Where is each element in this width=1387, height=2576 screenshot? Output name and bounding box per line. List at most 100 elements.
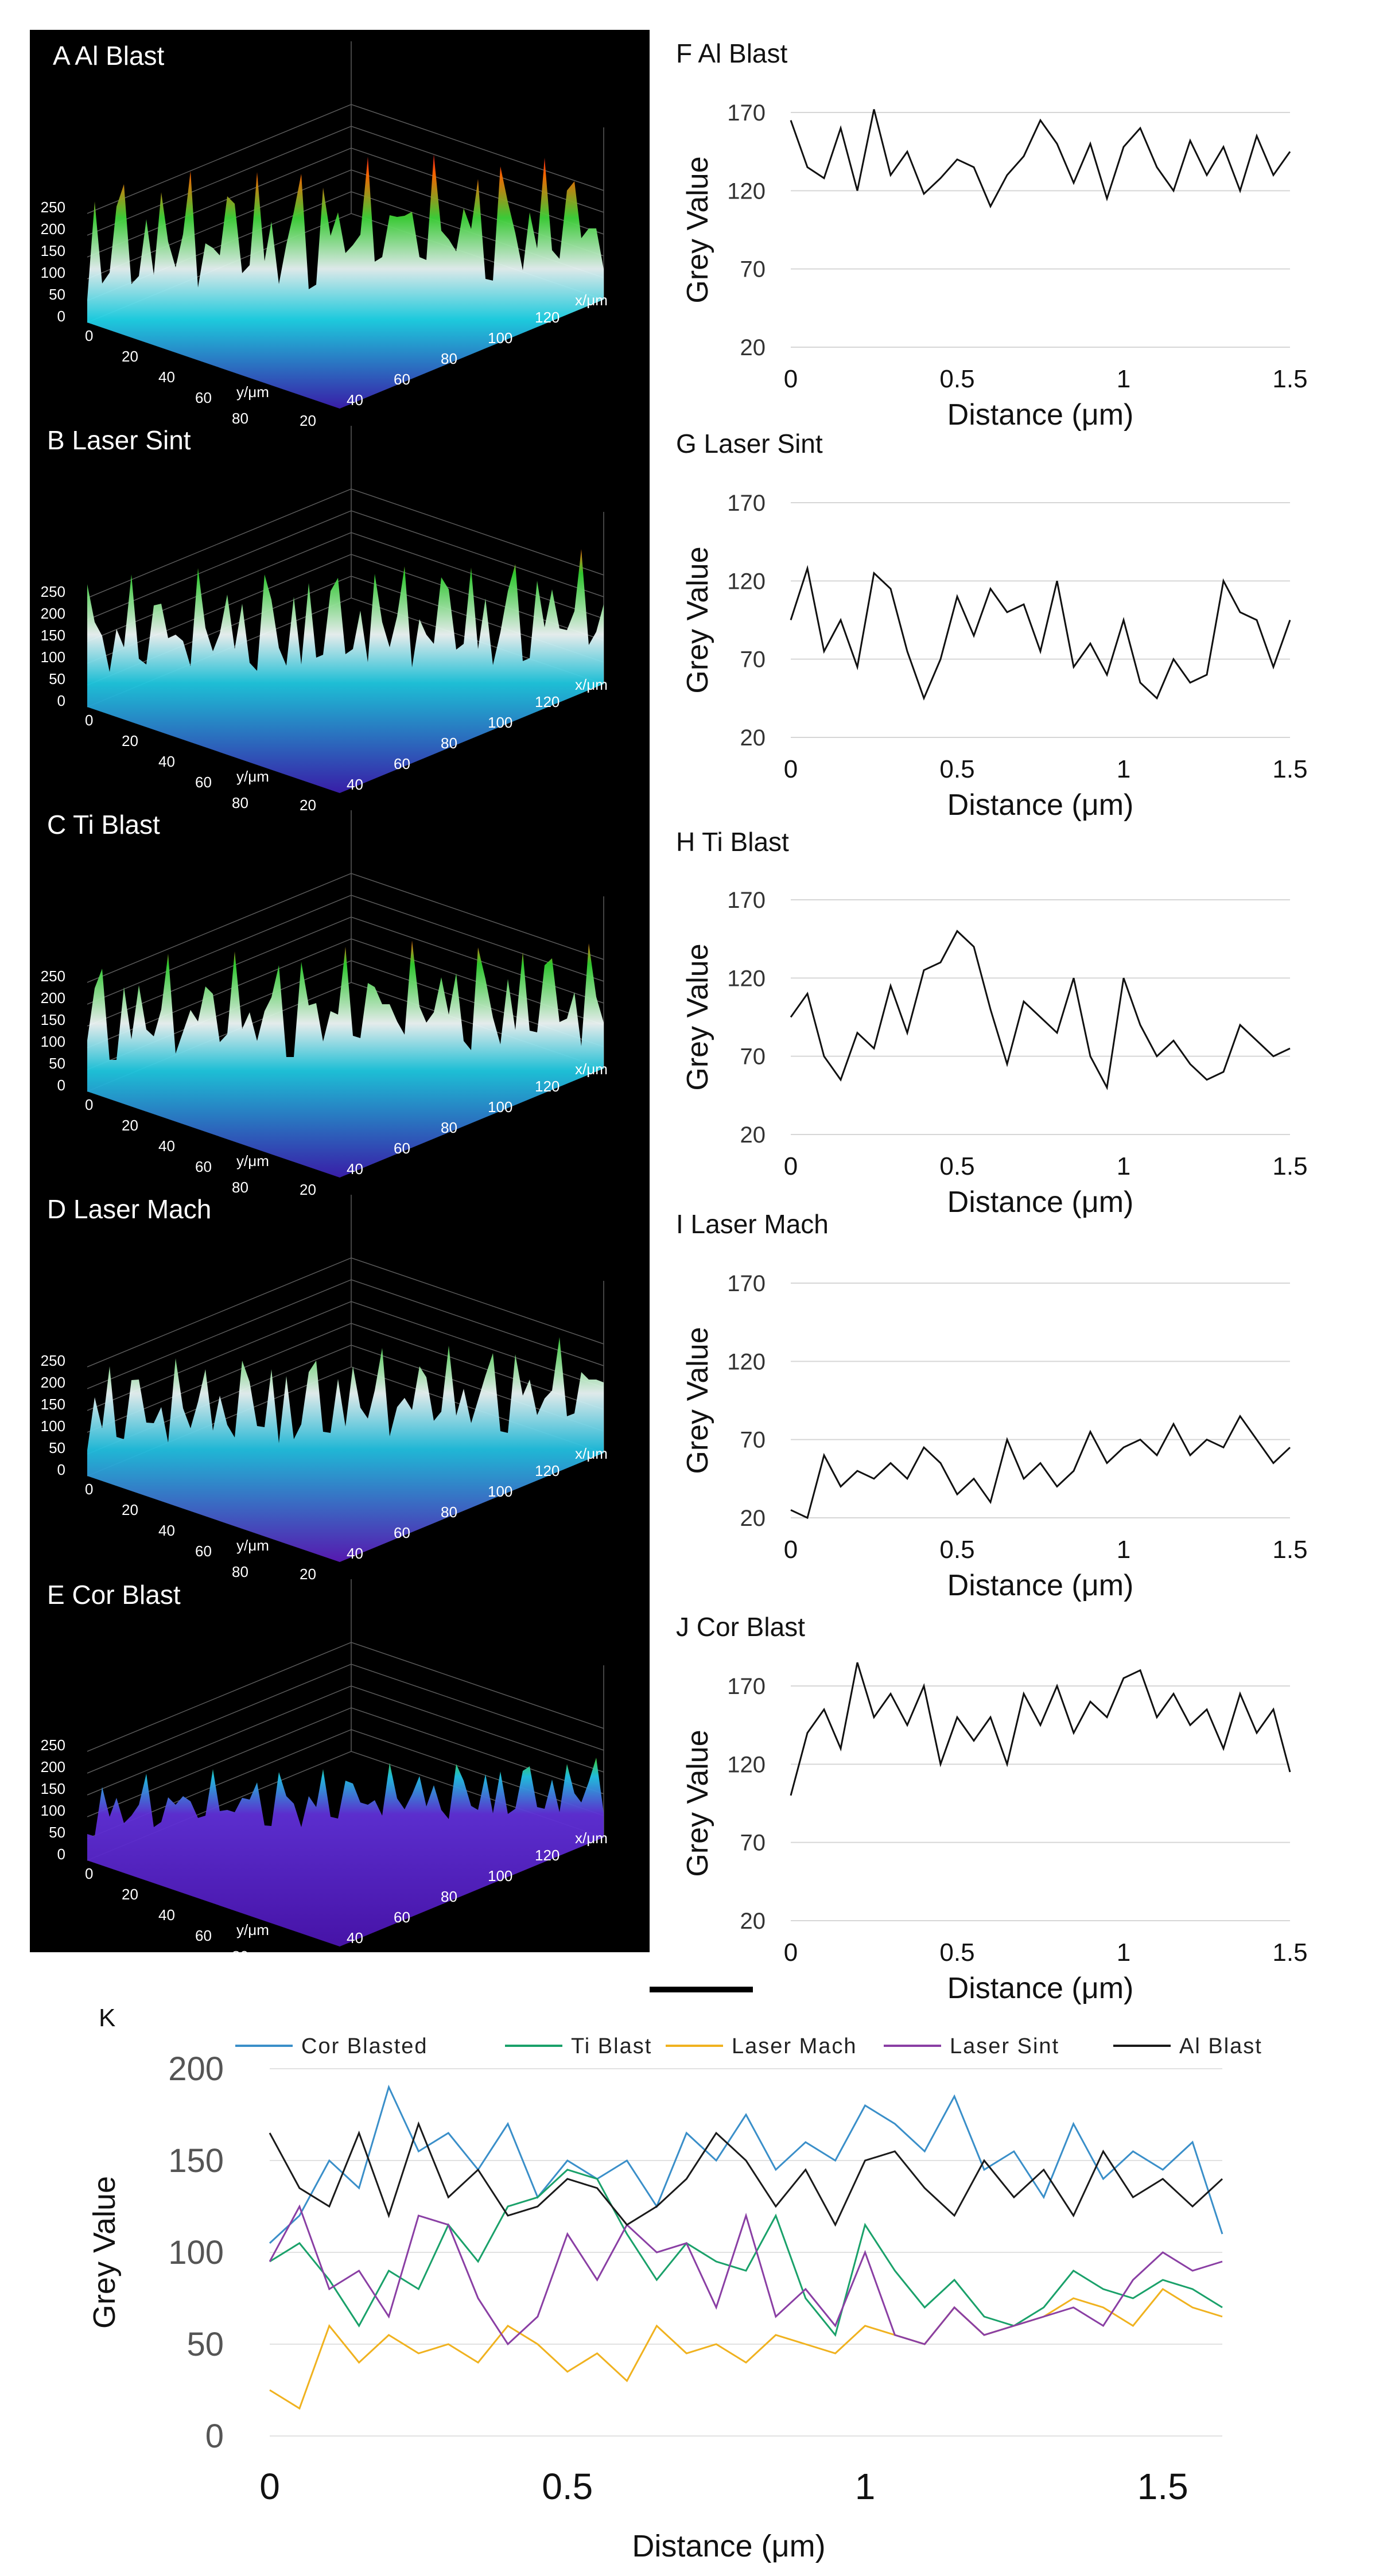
y-tick-label: 0: [85, 1096, 93, 1113]
surface-plot-title-a: A Al Blast: [53, 41, 165, 71]
y-tick-label: 0: [85, 712, 93, 729]
surface-plots-panel: A Al Blast B Laser Sint C Ti Blast D Las…: [30, 30, 650, 1967]
x-tick-label: 100: [488, 1867, 512, 1885]
profile-chart-2: 20 70 120 170 0 0.5 1 1.5 Distance (μm) Grey Valu…: [681, 888, 1308, 1219]
x-tick-label: 20: [300, 796, 316, 814]
x-tick-label: 0.5: [939, 755, 974, 783]
y-tick-label: 0: [85, 1481, 93, 1498]
series-line: [269, 2121, 1223, 2227]
y-axis-unit: y/μm: [236, 1537, 269, 1554]
surface-plot-1: 0 50 100 150 200 250 0 20 40 60 80 20 40 60 80 100 120 x/…: [41, 426, 608, 814]
z-tick-label: 250: [41, 1352, 65, 1369]
y-axis-unit: y/μm: [236, 383, 269, 401]
z-tick-label: 50: [49, 670, 65, 687]
z-tick-label: 150: [41, 242, 65, 259]
z-tick-label: 50: [49, 286, 65, 303]
y-tick-label: 170: [727, 100, 766, 126]
y-tick-label: 40: [158, 368, 175, 386]
profile-line: [790, 109, 1291, 209]
z-tick-label: 100: [41, 1802, 65, 1819]
y-tick-label: 80: [232, 1563, 248, 1580]
y-tick-label: 120: [727, 1752, 766, 1777]
x-tick-label: 0: [784, 1536, 798, 1564]
profile-chart-4: 20 70 120 170 0 0.5 1 1.5 Distance (μm) Grey Valu…: [681, 1662, 1308, 2005]
z-tick-label: 200: [41, 1374, 65, 1391]
y-tick-label: 40: [158, 1522, 175, 1539]
z-tick-label: 50: [49, 1055, 65, 1072]
surface-mesh: [87, 154, 604, 409]
x-tick-label: 100: [488, 714, 512, 731]
z-tick-label: 150: [41, 1780, 65, 1797]
x-tick-label: 60: [394, 1524, 410, 1541]
x-tick-label: 120: [535, 309, 560, 326]
profile-line: [790, 565, 1291, 701]
y-tick-label: 60: [195, 1158, 212, 1175]
x-tick-label: 1: [1117, 1938, 1130, 1967]
legend-label: Laser Mach: [732, 2034, 857, 2058]
x-axis-label: Distance (μm): [947, 1186, 1134, 1219]
x-tick-label: 1.5: [1272, 755, 1307, 783]
series-line: [269, 2084, 1223, 2244]
x-tick-label: 20: [300, 1181, 316, 1198]
y-tick-label: 200: [168, 2050, 224, 2088]
profile-title-j: J Cor Blast: [676, 1612, 805, 1642]
x-tick-label: 40: [347, 776, 363, 793]
y-tick-label: 40: [158, 753, 175, 770]
x-tick-label: 0: [784, 1152, 798, 1180]
x-tick-label: 0.5: [939, 1152, 974, 1180]
legend-label: Laser Sint: [950, 2034, 1059, 2058]
z-tick-label: 250: [41, 583, 65, 600]
z-tick-label: 100: [41, 1033, 65, 1050]
y-tick-label: 170: [727, 888, 766, 913]
x-axis-unit: x/μm: [575, 676, 608, 693]
y-tick-label: 100: [168, 2234, 224, 2271]
y-tick-label: 20: [740, 1506, 766, 1531]
y-tick-label: 170: [727, 1674, 766, 1699]
y-tick-label: 20: [740, 725, 766, 751]
y-tick-label: 20: [122, 1117, 138, 1134]
z-tick-label: 150: [41, 1396, 65, 1413]
y-tick-label: 20: [122, 1501, 138, 1518]
surface-plot-2: 0 50 100 150 200 250 0 20 40 60 80 20 40 60 80 100 120 x/…: [41, 810, 608, 1198]
y-axis-unit: y/μm: [236, 768, 269, 785]
x-axis-unit: x/μm: [575, 1060, 608, 1078]
x-axis-label: Distance (μm): [947, 1569, 1134, 1602]
y-tick-label: 60: [195, 774, 212, 791]
surface-plot-3: 0 50 100 150 200 250 0 20 40 60 80 20 40 60 80 100 120 x/…: [41, 1195, 608, 1583]
x-tick-label: 80: [441, 1888, 457, 1905]
y-tick-label: 50: [187, 2326, 224, 2363]
surface-plot-title-c: C Ti Blast: [47, 810, 160, 840]
x-tick-label: 40: [347, 391, 363, 409]
x-tick-label: 0.5: [542, 2466, 593, 2507]
y-tick-label: 0: [85, 1865, 93, 1882]
x-tick-label: 120: [535, 1462, 560, 1479]
surface-mesh: [87, 549, 604, 793]
y-tick-label: 150: [168, 2142, 224, 2179]
surface-mesh: [87, 1337, 604, 1562]
profile-chart-0: 20 70 120 170 0 0.5 1 1.5 Distance (μm) Grey Valu…: [681, 100, 1308, 432]
series-line: [269, 2169, 1223, 2337]
y-tick-label: 20: [122, 348, 138, 365]
y-tick-label: 20: [740, 1122, 766, 1148]
x-tick-label: 1.5: [1272, 1938, 1307, 1967]
x-axis-label: Distance (μm): [947, 1972, 1134, 2005]
x-tick-label: 1: [1117, 1536, 1130, 1564]
z-tick-label: 200: [41, 989, 65, 1007]
z-tick-label: 50: [49, 1439, 65, 1456]
y-tick-label: 40: [158, 1906, 175, 1924]
y-axis-label: Grey Value: [681, 546, 714, 693]
y-tick-label: 70: [740, 1044, 766, 1070]
surface-plot-0: 0 50 100 150 200 250 0 20 40 60 80 20 40 60 80 100 120 x/…: [41, 41, 608, 429]
profile-line: [790, 1414, 1291, 1520]
x-tick-label: 100: [488, 1098, 512, 1116]
profile-chart-3: 20 70 120 170 0 0.5 1 1.5 Distance (μm) Grey Valu…: [681, 1271, 1308, 1602]
y-tick-label: 120: [727, 569, 766, 594]
z-tick-label: 0: [57, 1845, 65, 1863]
y-tick-label: 20: [740, 1909, 766, 1934]
y-tick-label: 120: [727, 966, 766, 991]
z-tick-label: 250: [41, 968, 65, 985]
x-tick-label: 120: [535, 1847, 560, 1864]
x-tick-label: 1.5: [1272, 365, 1307, 393]
y-tick-label: 60: [195, 1543, 212, 1560]
